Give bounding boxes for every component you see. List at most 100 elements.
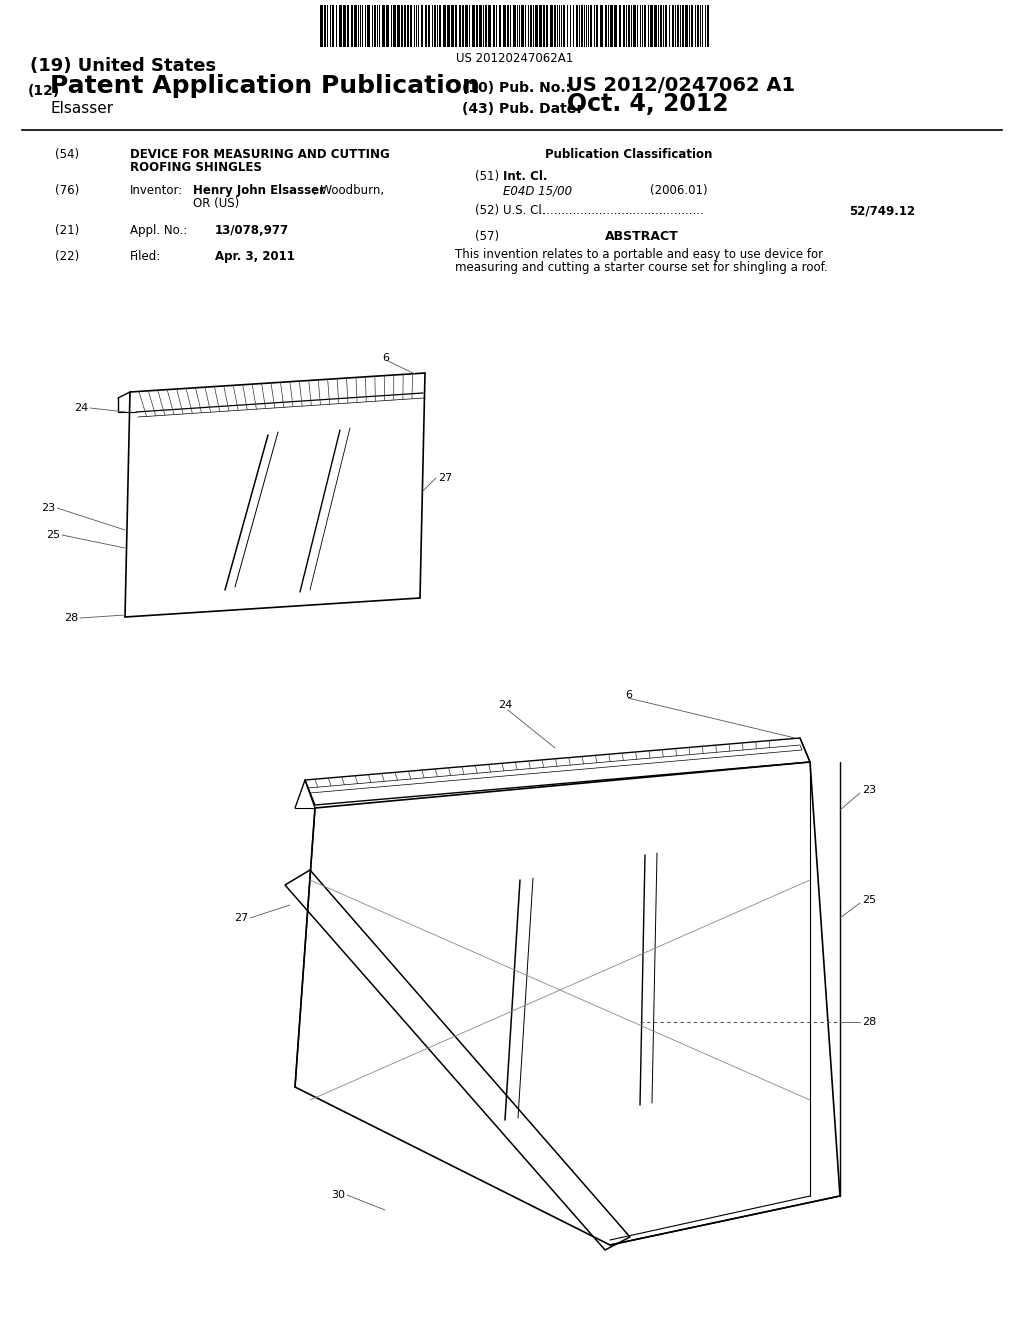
Text: 6: 6 [625,690,632,700]
Text: (43) Pub. Date:: (43) Pub. Date: [462,102,582,116]
Bar [493,5,495,48]
Bar [707,5,709,48]
Bar [479,5,482,48]
Bar [650,5,653,48]
Text: Oct. 4, 2012: Oct. 4, 2012 [567,92,729,116]
Bar [596,5,598,48]
Bar [633,5,636,48]
Bar [465,5,468,48]
Bar [488,5,490,48]
Text: Appl. No.:: Appl. No.: [130,224,187,238]
Text: 23: 23 [41,503,55,513]
Bar [410,5,412,48]
Bar [451,5,454,48]
Bar [521,5,524,48]
Bar [374,5,376,48]
Bar [354,5,357,48]
Bar [614,5,617,48]
Bar [439,5,441,48]
Bar [421,5,423,48]
Bar [447,5,450,48]
Bar [485,5,487,48]
Text: US 20120247062A1: US 20120247062A1 [457,51,573,65]
Text: ............................................: ........................................… [535,205,703,216]
Bar [691,5,693,48]
Text: 52/749.12: 52/749.12 [849,205,915,216]
Bar [401,5,403,48]
Bar [425,5,427,48]
Bar [386,5,389,48]
Text: 25: 25 [46,531,60,540]
Bar [628,5,630,48]
Text: Filed:: Filed: [130,249,161,263]
Text: Int. Cl.: Int. Cl. [503,170,548,183]
Text: 13/078,977: 13/078,977 [215,224,289,238]
Text: This invention relates to a portable and easy to use device for: This invention relates to a portable and… [455,248,823,261]
Bar [319,5,323,48]
Text: U.S. Cl.: U.S. Cl. [503,205,546,216]
Text: Elsasser: Elsasser [50,102,113,116]
Bar [610,5,613,48]
Text: US 2012/0247062 A1: US 2012/0247062 A1 [567,77,795,95]
Text: OR (US): OR (US) [193,197,240,210]
Bar [563,5,565,48]
Text: , Woodburn,: , Woodburn, [313,183,384,197]
Text: ROOFING SHINGLES: ROOFING SHINGLES [130,161,262,174]
Text: Apr. 3, 2011: Apr. 3, 2011 [215,249,295,263]
Bar [644,5,646,48]
Bar [472,5,475,48]
Bar [677,5,679,48]
Bar [590,5,592,48]
Bar [535,5,538,48]
Bar [623,5,625,48]
Text: 28: 28 [862,1016,877,1027]
Bar [332,5,334,48]
Bar [660,5,662,48]
Text: 30: 30 [331,1191,345,1200]
Bar [697,5,699,48]
Bar [581,5,583,48]
Bar [507,5,509,48]
Text: ABSTRACT: ABSTRACT [605,230,679,243]
Text: (10) Pub. No.:: (10) Pub. No.: [462,81,571,95]
Bar [513,5,516,48]
Bar [499,5,501,48]
Bar [462,5,464,48]
Bar [397,5,400,48]
Bar [654,5,657,48]
Bar [503,5,506,48]
Bar [382,5,385,48]
Bar [407,5,409,48]
Bar [428,5,430,48]
Bar [339,5,342,48]
Text: (54): (54) [55,148,79,161]
Bar [618,5,621,48]
Bar [347,5,349,48]
Bar [550,5,553,48]
Text: Henry John Elsasser: Henry John Elsasser [193,183,325,197]
Text: (57): (57) [475,230,499,243]
Bar [455,5,457,48]
Text: Publication Classification: Publication Classification [545,148,713,161]
Bar [476,5,478,48]
Text: 6: 6 [382,352,389,363]
Bar [575,5,578,48]
Text: Patent Application Publication: Patent Application Publication [50,74,480,98]
Bar [367,5,370,48]
Bar [443,5,446,48]
Bar [343,5,346,48]
Text: 27: 27 [438,473,453,483]
Bar [605,5,607,48]
Bar [404,5,406,48]
Text: 27: 27 [233,913,248,923]
Bar [554,5,556,48]
Bar [546,5,548,48]
Bar [351,5,353,48]
Bar [434,5,436,48]
Text: (2006.01): (2006.01) [650,183,708,197]
Text: (51): (51) [475,170,499,183]
Text: measuring and cutting a starter course set for shingling a roof.: measuring and cutting a starter course s… [455,261,827,275]
Text: 24: 24 [498,700,512,710]
Bar [665,5,667,48]
Text: E04D 15/00: E04D 15/00 [503,183,572,197]
